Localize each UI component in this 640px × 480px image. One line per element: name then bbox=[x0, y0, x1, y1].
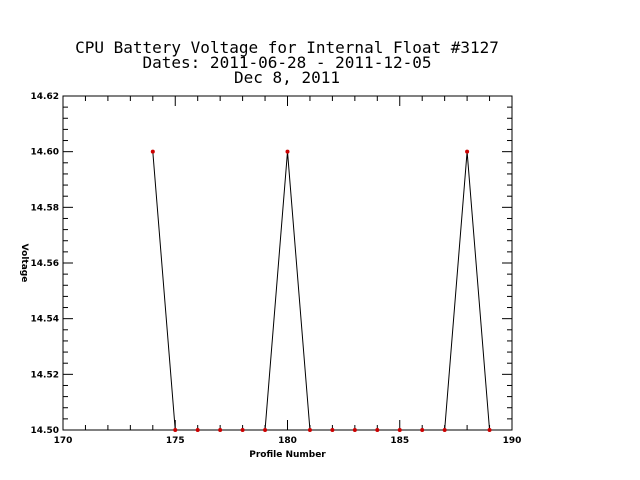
data-point bbox=[352, 428, 357, 432]
data-point bbox=[173, 428, 178, 432]
series-line bbox=[152, 151, 491, 431]
title-line-3: Dec 8, 2011 bbox=[234, 68, 340, 87]
plot-frame bbox=[62, 95, 513, 431]
x-tick-label: 190 bbox=[503, 436, 522, 446]
data-point bbox=[487, 428, 492, 432]
y-tick-label: 14.50 bbox=[31, 426, 59, 436]
data-point bbox=[442, 428, 447, 432]
data-point bbox=[375, 428, 380, 432]
y-tick-label: 14.58 bbox=[31, 203, 59, 213]
data-point bbox=[465, 149, 470, 154]
data-point bbox=[263, 428, 268, 432]
data-point bbox=[330, 428, 335, 432]
data-point bbox=[397, 428, 402, 432]
data-point bbox=[240, 428, 245, 432]
data-point bbox=[195, 428, 200, 432]
y-tick-label: 14.56 bbox=[31, 259, 59, 269]
x-axis-label: Profile Number bbox=[249, 450, 326, 460]
y-tick-label: 14.60 bbox=[31, 148, 59, 158]
y-axis-ticks bbox=[63, 95, 512, 431]
x-tick-label: 180 bbox=[278, 436, 297, 446]
data-point bbox=[285, 149, 290, 154]
y-tick-label: 14.52 bbox=[31, 370, 59, 380]
title-line-1: CPU Battery Voltage for Internal Float #… bbox=[75, 38, 499, 57]
y-tick-label: 14.62 bbox=[31, 92, 59, 102]
x-tick-label: 175 bbox=[166, 436, 185, 446]
y-axis-tick-labels: 14.50 14.52 14.54 14.56 14.58 14.60 14.62 bbox=[31, 92, 59, 436]
x-axis-tick-labels: 170 175 180 185 190 bbox=[54, 436, 522, 446]
x-axis-ticks bbox=[62, 96, 513, 430]
chart-title: CPU Battery Voltage for Internal Float #… bbox=[75, 38, 499, 87]
data-point bbox=[307, 428, 312, 432]
data-point bbox=[150, 149, 155, 154]
data-point bbox=[218, 428, 223, 432]
y-tick-label: 14.54 bbox=[31, 315, 59, 325]
x-tick-label: 170 bbox=[54, 436, 73, 446]
title-line-2: Dates: 2011-06-28 - 2011-12-05 bbox=[143, 53, 432, 72]
data-point bbox=[420, 428, 425, 432]
y-axis-label: Voltage bbox=[19, 244, 29, 283]
data-points bbox=[150, 149, 492, 432]
x-tick-label: 185 bbox=[390, 436, 409, 446]
